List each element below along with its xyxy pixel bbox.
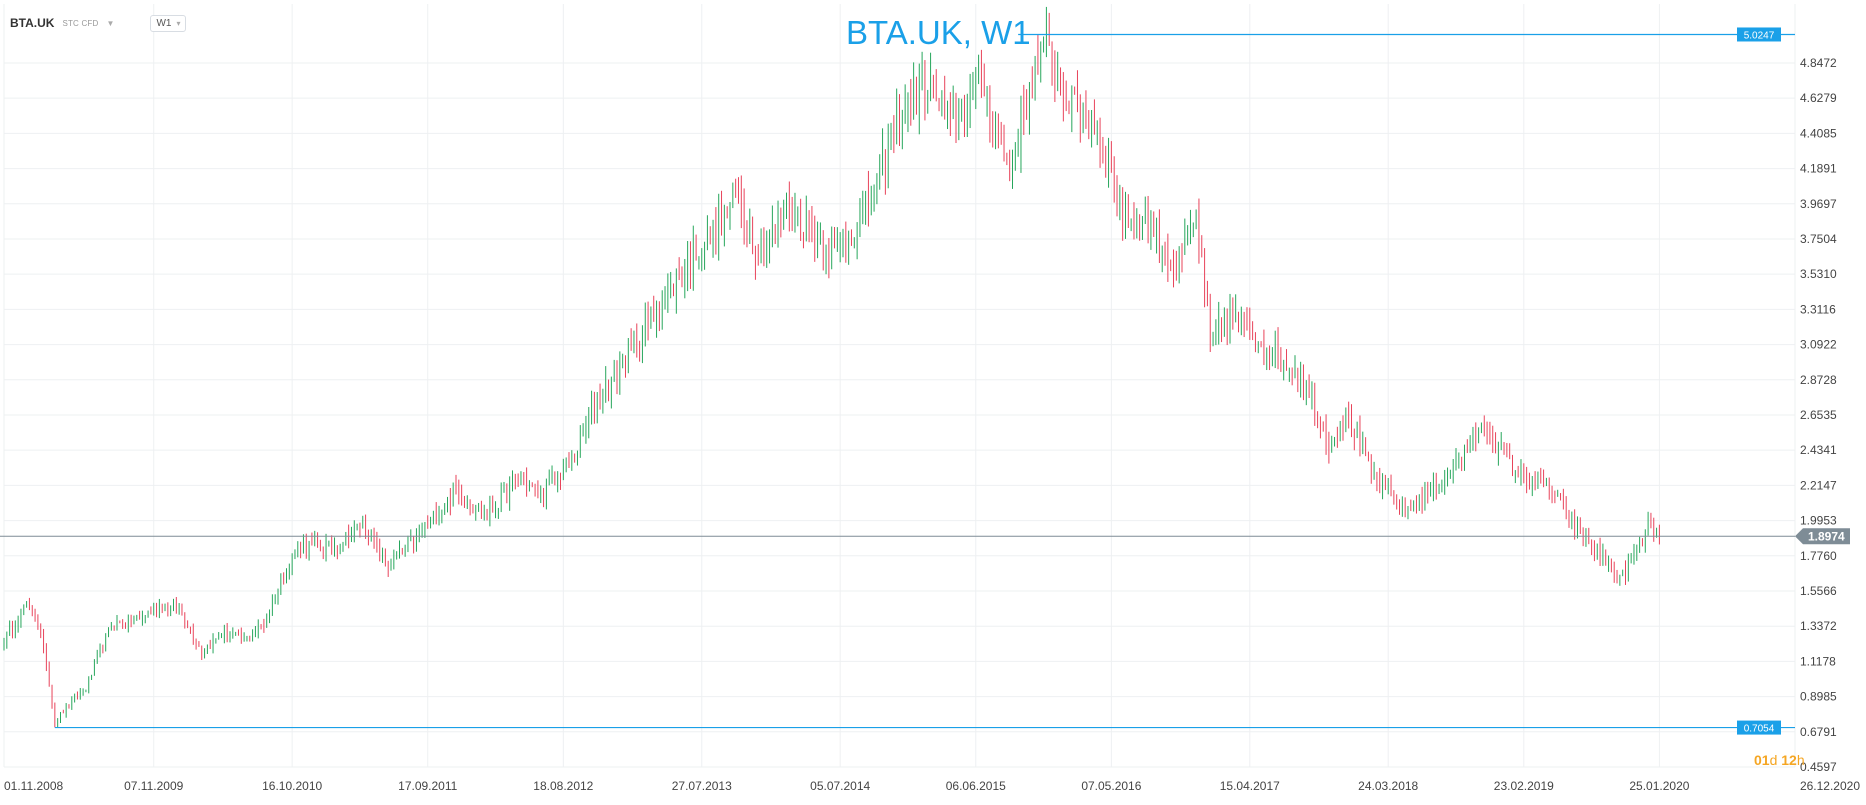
candle-timer: 01d 12h bbox=[1754, 752, 1805, 768]
x-tick-label: 07.11.2009 bbox=[124, 779, 183, 793]
timer-hours-unit: h bbox=[1796, 752, 1805, 768]
timeframe-select[interactable]: W1 ▾ bbox=[150, 14, 187, 32]
y-tick-label: 1.3372 bbox=[1800, 619, 1837, 633]
y-tick-label: 1.7760 bbox=[1800, 549, 1837, 563]
horizontal-line-label: 0.7054 bbox=[1744, 724, 1775, 735]
y-tick-label: 3.3116 bbox=[1800, 302, 1836, 316]
y-tick-label: 3.9697 bbox=[1800, 197, 1837, 211]
y-tick-label: 4.8472 bbox=[1800, 56, 1837, 70]
current-price-line: 1.8974 bbox=[0, 528, 1850, 545]
x-tick-label: 05.07.2014 bbox=[810, 779, 870, 793]
y-tick-label: 0.6791 bbox=[1800, 725, 1837, 739]
horizontal-line-label: 5.0247 bbox=[1744, 30, 1775, 41]
x-tick-label: 25.01.2020 bbox=[1629, 779, 1689, 793]
y-tick-label: 3.5310 bbox=[1800, 267, 1837, 281]
horizontal-line-tag bbox=[1737, 27, 1781, 42]
instrument-type-label: STC CFD bbox=[62, 18, 99, 28]
y-tick-label: 0.4597 bbox=[1800, 760, 1837, 774]
x-tick-label: 23.02.2019 bbox=[1494, 779, 1554, 793]
y-tick-label: 4.4085 bbox=[1800, 126, 1837, 140]
timer-days: 01 bbox=[1754, 752, 1770, 768]
x-tick-label: 06.06.2015 bbox=[946, 779, 1006, 793]
chart-title: BTA.UK, W1 bbox=[846, 14, 1031, 51]
y-tick-label: 2.2147 bbox=[1800, 478, 1837, 492]
chevron-down-icon[interactable]: ▼ bbox=[106, 18, 115, 28]
x-axis: 01.11.2008 07.11.2009 16.10.2010 17.09.2011… bbox=[4, 779, 1860, 793]
y-tick-label: 1.9953 bbox=[1800, 514, 1837, 528]
x-tick-label: 18.08.2012 bbox=[533, 779, 593, 793]
y-tick-label: 3.0922 bbox=[1800, 338, 1837, 352]
timeframe-value: W1 bbox=[156, 17, 172, 29]
x-tick-label: 27.07.2013 bbox=[672, 779, 732, 793]
y-tick-label: 2.6535 bbox=[1800, 408, 1837, 422]
x-tick-label: 17.09.2011 bbox=[398, 779, 457, 793]
chart-grid bbox=[3, 4, 1796, 768]
y-tick-label: 1.5566 bbox=[1800, 584, 1837, 598]
x-tick-label: 07.05.2016 bbox=[1081, 779, 1141, 793]
y-tick-label: 1.1178 bbox=[1800, 654, 1836, 668]
chevron-down-icon: ▾ bbox=[176, 18, 181, 28]
x-tick-label: 01.11.2008 bbox=[4, 779, 63, 793]
y-tick-label: 3.7504 bbox=[1800, 232, 1837, 246]
horizontal-line-tag bbox=[1737, 720, 1781, 735]
current-price-badge bbox=[1795, 528, 1850, 545]
current-price-label: 1.8974 bbox=[1808, 529, 1845, 543]
toolbar: BTA.UK STC CFD ▼ W1 ▾ bbox=[10, 12, 187, 34]
y-axis: 4.8472 4.6279 4.4085 4.1891 3.9697 3.7504 3.53… bbox=[1800, 56, 1837, 774]
y-tick-label: 0.8985 bbox=[1800, 690, 1837, 704]
candlestick-series bbox=[3, 6, 1660, 728]
y-tick-label: 2.8728 bbox=[1800, 373, 1837, 387]
x-tick-label: 15.04.2017 bbox=[1220, 779, 1280, 793]
x-tick-label: 24.03.2018 bbox=[1358, 779, 1418, 793]
timer-hours: 12 bbox=[1781, 752, 1797, 768]
y-tick-label: 4.1891 bbox=[1800, 162, 1837, 176]
y-tick-label: 2.4341 bbox=[1800, 443, 1837, 457]
horizontal-lines[interactable]: 5.0247 0.7054 bbox=[54, 27, 1795, 735]
x-tick-label: 26.12.2020 bbox=[1800, 779, 1860, 793]
x-tick-label: 16.10.2010 bbox=[262, 779, 322, 793]
timer-days-unit: d bbox=[1769, 752, 1778, 768]
symbol-label[interactable]: BTA.UK bbox=[10, 16, 55, 30]
y-tick-label: 4.6279 bbox=[1800, 91, 1837, 105]
